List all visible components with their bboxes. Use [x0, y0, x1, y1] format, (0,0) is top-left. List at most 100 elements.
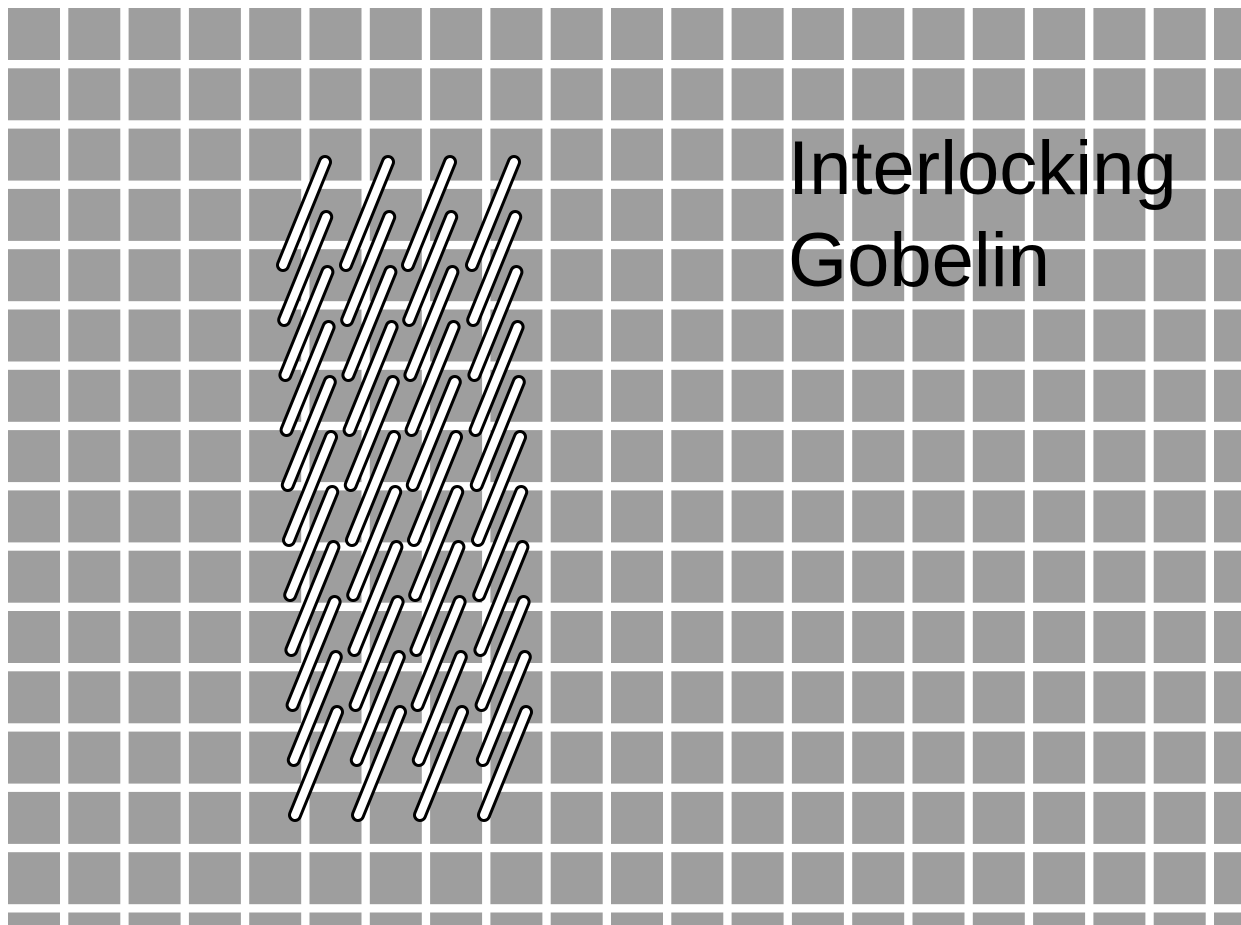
stitch: [289, 653, 340, 764]
canvas-square: [852, 430, 905, 483]
canvas-square: [1093, 611, 1146, 663]
canvas-square: [128, 68, 181, 121]
stitch: [354, 708, 404, 819]
canvas-square: [972, 731, 1025, 784]
canvas-square: [671, 249, 724, 302]
canvas-square: [550, 430, 603, 483]
stitch: [414, 653, 465, 764]
canvas-square: [188, 68, 241, 121]
canvas-square: [128, 369, 181, 422]
canvas-square: [1093, 430, 1146, 483]
canvas-square: [912, 490, 965, 543]
canvas-square: [1153, 671, 1206, 724]
stitch: [404, 158, 454, 269]
canvas-square: [972, 369, 1025, 422]
canvas-square: [249, 912, 302, 925]
stitch: [287, 543, 338, 654]
canvas-square: [490, 68, 543, 121]
canvas-square: [1153, 490, 1206, 543]
canvas-square: [1214, 912, 1241, 925]
canvas-square: [188, 249, 241, 302]
stitch-group: [276, 155, 533, 822]
canvas-square: [8, 309, 60, 362]
canvas-square: [1153, 791, 1206, 844]
canvas-square: [369, 68, 422, 121]
stitch: [472, 378, 523, 489]
canvas-square: [611, 791, 663, 844]
canvas-square: [128, 671, 181, 724]
canvas-square: [731, 369, 784, 422]
canvas-square: [1214, 490, 1241, 543]
stitch: [413, 598, 464, 709]
canvas-mesh-grid: [8, 8, 1241, 925]
canvas-square: [188, 8, 241, 60]
canvas-square: [972, 671, 1025, 724]
canvas-square: [791, 550, 844, 603]
canvas-square: [912, 430, 965, 483]
canvas-square: [1214, 249, 1241, 302]
canvas-square: [8, 611, 60, 663]
canvas-square: [8, 249, 60, 302]
canvas-square: [249, 68, 302, 121]
canvas-square: [1033, 369, 1086, 422]
canvas-square: [1214, 852, 1241, 905]
stitch: [478, 653, 529, 764]
canvas-square: [1033, 611, 1086, 663]
canvas-square: [550, 671, 603, 724]
stitch: [291, 708, 341, 819]
canvas-square: [188, 671, 241, 724]
canvas-square: [8, 8, 60, 60]
stitch: [480, 708, 530, 819]
canvas-square: [912, 671, 965, 724]
canvas-square: [611, 309, 663, 362]
stitch: [412, 543, 463, 654]
canvas-square: [1153, 611, 1206, 663]
canvas-square: [1033, 490, 1086, 543]
canvas-square: [8, 731, 60, 784]
canvas-square: [430, 8, 483, 60]
canvas-square: [8, 671, 60, 724]
canvas-square: [972, 128, 1025, 181]
canvas-square: [1214, 188, 1241, 241]
canvas-square: [731, 912, 784, 925]
canvas-square: [68, 611, 121, 663]
canvas-square: [972, 8, 1025, 60]
canvas-square: [912, 309, 965, 362]
canvas-square: [1214, 309, 1241, 362]
canvas-square: [1214, 8, 1241, 60]
stitch: [349, 488, 400, 599]
canvas-square: [550, 68, 603, 121]
canvas-square: [68, 8, 121, 60]
canvas-square: [671, 731, 724, 784]
canvas-square: [128, 128, 181, 181]
canvas-square: [731, 731, 784, 784]
canvas-square: [972, 309, 1025, 362]
canvas-square: [188, 791, 241, 844]
stitch: [471, 323, 522, 434]
stitch: [407, 323, 458, 434]
canvas-square: [671, 309, 724, 362]
canvas-square: [68, 369, 121, 422]
canvas-square: [1033, 791, 1086, 844]
canvas-square: [1093, 188, 1146, 241]
canvas-square: [188, 912, 241, 925]
canvas-square: [8, 912, 60, 925]
canvas-square: [791, 852, 844, 905]
canvas-square: [972, 490, 1025, 543]
canvas-square: [1093, 369, 1146, 422]
canvas-square: [550, 550, 603, 603]
canvas-square: [1214, 671, 1241, 724]
canvas-square: [1153, 249, 1206, 302]
canvas-square: [972, 430, 1025, 483]
stitch: [406, 268, 457, 379]
canvas-square: [671, 671, 724, 724]
canvas-square: [8, 369, 60, 422]
canvas-square: [128, 912, 181, 925]
stitch: [410, 433, 460, 544]
canvas-square: [731, 490, 784, 543]
canvas-square: [791, 68, 844, 121]
canvas-square: [671, 128, 724, 181]
canvas-square: [68, 731, 121, 784]
canvas-square: [972, 852, 1025, 905]
canvas-square: [430, 852, 483, 905]
